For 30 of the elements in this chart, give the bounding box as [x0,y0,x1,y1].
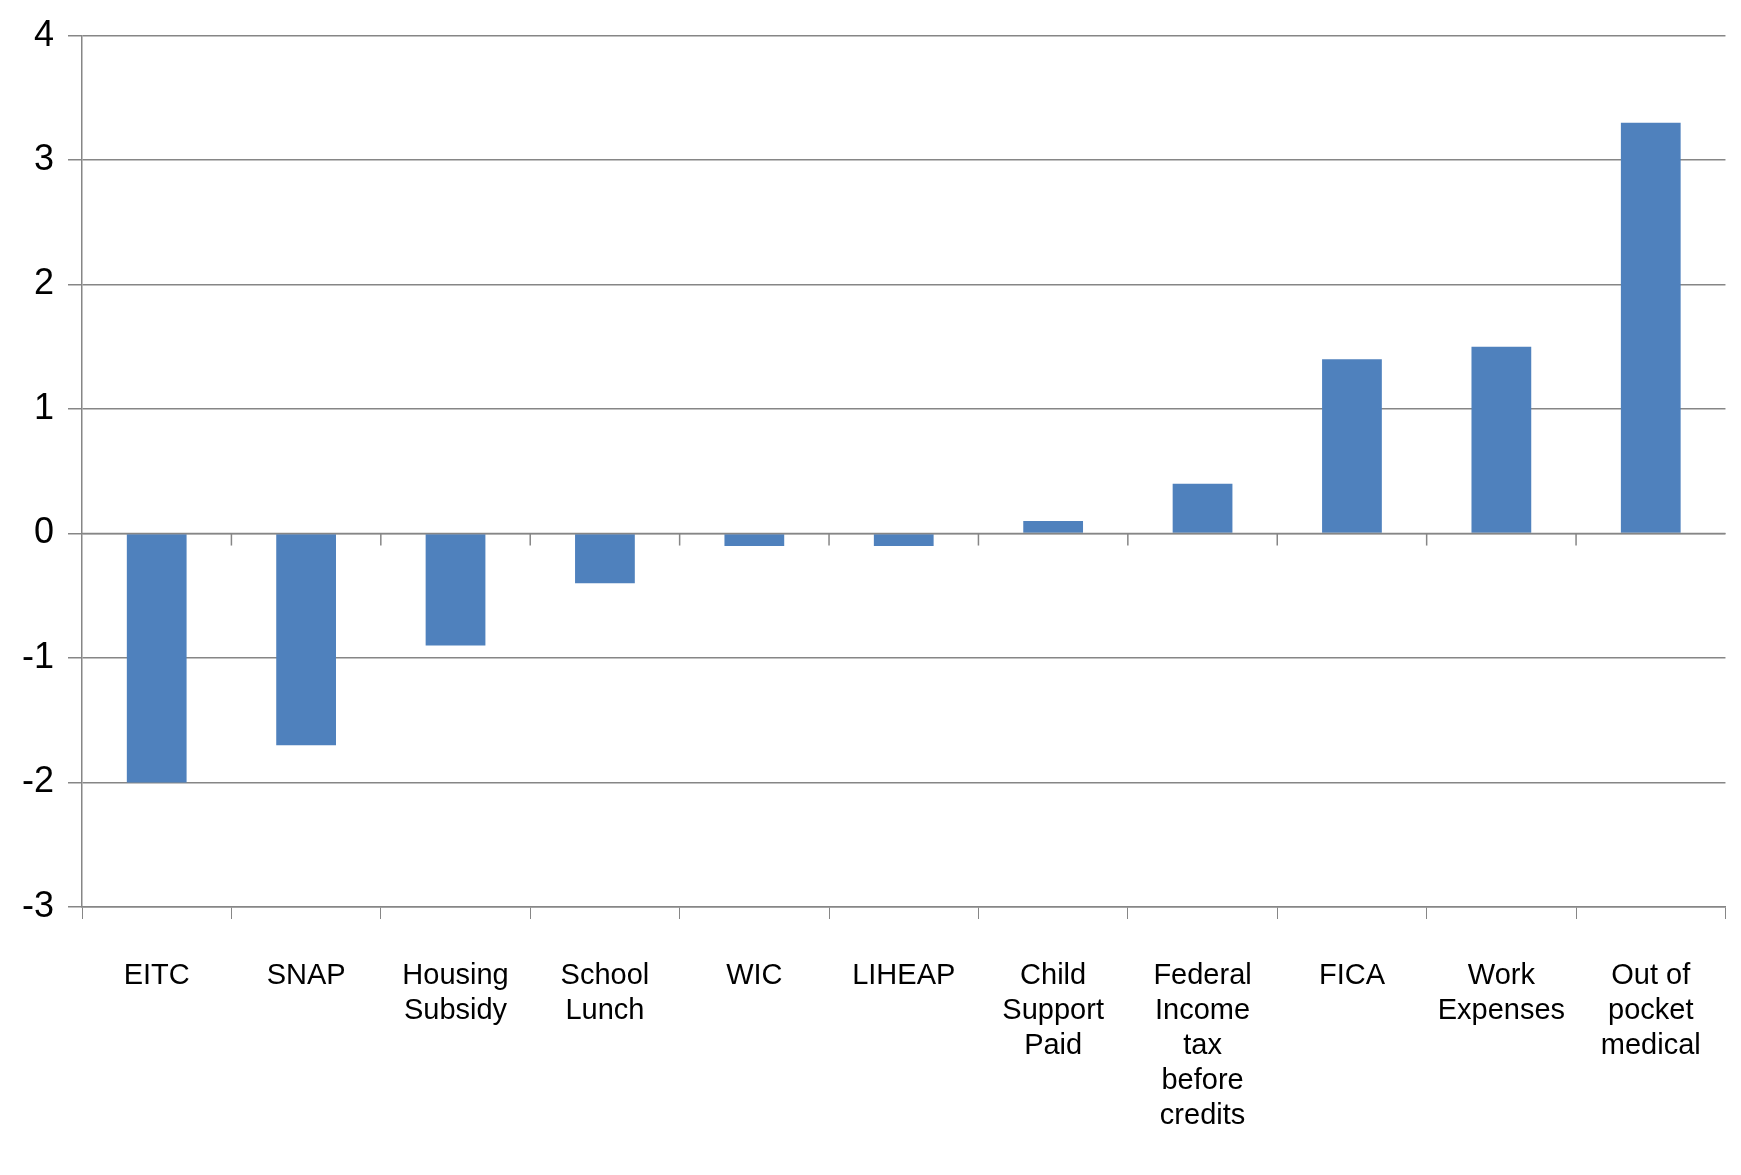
x-tick-label: Child Support Paid [1002,958,1104,1060]
x-tick-label: LIHEAP [852,958,956,991]
bar [425,534,486,646]
x-tick-label: Work Expenses [1437,958,1566,1026]
y-tick-label: -3 [21,883,55,925]
bar [1471,346,1532,533]
y-tick-label: 3 [33,137,55,179]
y-tick-label: -2 [21,759,55,801]
bar [1620,122,1681,533]
x-tick-label: School Lunch [560,958,650,1026]
bar [276,534,336,746]
y-tick-label: -1 [21,634,55,676]
y-tick-label: 0 [33,510,55,552]
bar [575,534,635,584]
x-tick-label: Out of pocket medical [1600,958,1701,1060]
y-tick-label: 1 [33,385,55,427]
bar [1023,521,1084,533]
x-tick-label: EITC [123,958,190,991]
y-tick-label: 2 [33,261,55,303]
x-tick-label: WIC [726,958,783,991]
y-tick-label: 4 [33,12,55,54]
x-tick-label: Federal Income tax before credits [1153,958,1252,1130]
bar [126,534,187,783]
bar [724,534,785,546]
x-tick-label: FICA [1318,958,1386,991]
bar [1322,359,1382,533]
bar [1172,483,1233,533]
x-tick-label: SNAP [266,958,346,991]
bar [873,534,934,546]
x-tick-label: Housing Subsidy [402,958,509,1026]
